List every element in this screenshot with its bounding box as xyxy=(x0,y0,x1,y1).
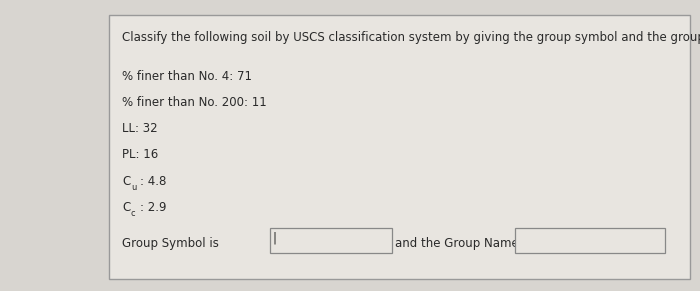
Text: : 2.9: : 2.9 xyxy=(140,201,167,214)
Text: LL: 32: LL: 32 xyxy=(122,122,158,135)
Text: % finer than No. 4: 71: % finer than No. 4: 71 xyxy=(122,70,253,83)
Text: : 4.8: : 4.8 xyxy=(140,175,167,188)
Text: u: u xyxy=(131,183,136,192)
FancyBboxPatch shape xyxy=(108,15,690,279)
Text: and the Group Name is: and the Group Name is xyxy=(395,237,533,250)
Text: |: | xyxy=(273,231,277,244)
Text: c: c xyxy=(131,209,136,218)
Text: % finer than No. 200: 11: % finer than No. 200: 11 xyxy=(122,96,267,109)
Text: Group Symbol is: Group Symbol is xyxy=(122,237,219,250)
FancyBboxPatch shape xyxy=(270,228,392,253)
FancyBboxPatch shape xyxy=(514,228,665,253)
Text: C: C xyxy=(122,175,131,188)
Text: C: C xyxy=(122,201,131,214)
Text: PL: 16: PL: 16 xyxy=(122,148,159,162)
Text: Classify the following soil by USCS classification system by giving the group sy: Classify the following soil by USCS clas… xyxy=(122,31,700,44)
